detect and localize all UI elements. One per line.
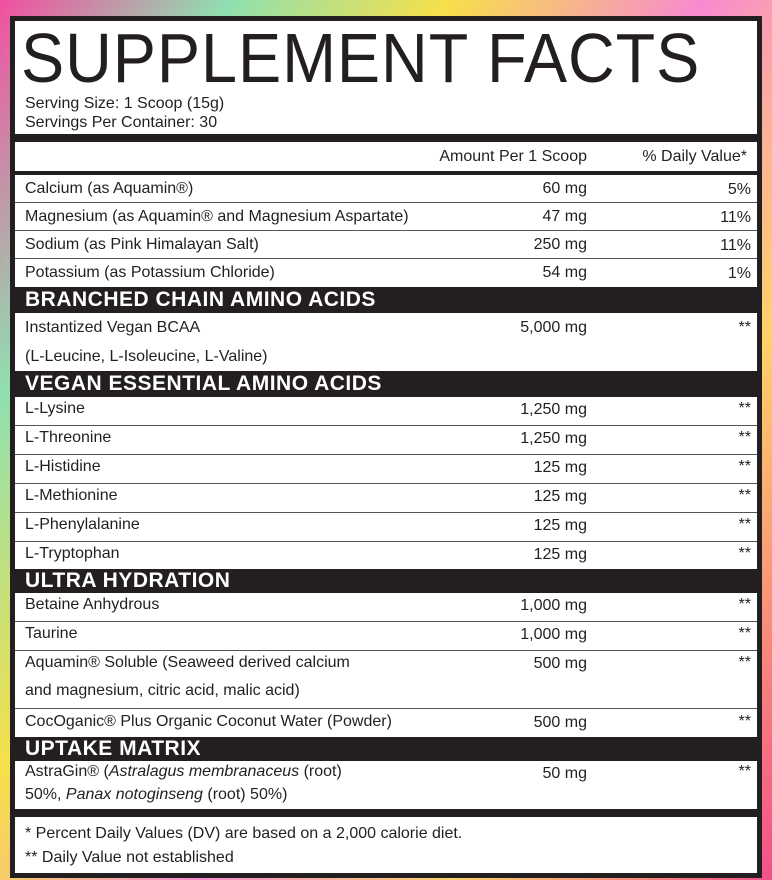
table-row: Calcium (as Aquamin®) 60 mg 5% [15, 175, 757, 203]
nutrient-amount: 1,250 mg [520, 430, 587, 447]
column-header-row: Amount Per 1 Scoop % Daily Value* [15, 142, 757, 175]
nutrient-name: Taurine [25, 625, 78, 642]
nutrient-dv: ** [738, 654, 751, 671]
nutrient-name: L-Tryptophan [25, 545, 120, 562]
nutrient-subname: 50%, Panax notoginseng (root) 50%) [25, 786, 287, 804]
nutrient-amount: 1,250 mg [520, 401, 587, 418]
nutrient-dv: ** [738, 458, 751, 475]
nutrient-name: L-Lysine [25, 400, 85, 417]
nutrient-amount: 5,000 mg [520, 319, 587, 336]
section-heading-uptake: UPTAKE MATRIX [15, 737, 757, 761]
table-row: Aquamin® Soluble (Seaweed derived calciu… [15, 651, 757, 709]
nutrient-name: L-Histidine [25, 458, 101, 475]
nutrient-amount: 125 mg [533, 517, 587, 534]
nutrient-name: L-Threonine [25, 429, 112, 446]
serving-size: Serving Size: 1 Scoop (15g) [25, 95, 225, 112]
nutrient-name: AstraGin® (Astralagus membranaceus (root… [25, 763, 342, 781]
latin-name: Astralagus membranaceus [108, 763, 300, 780]
nutrient-dv: ** [738, 487, 751, 504]
nutrient-dv: ** [738, 713, 751, 730]
section-heading-hydration: ULTRA HYDRATION [15, 569, 757, 593]
name-part: AstraGin® ( [25, 763, 109, 780]
nutrient-amount: 125 mg [533, 459, 587, 476]
nutrient-amount: 500 mg [533, 655, 587, 672]
supplement-facts-panel: SUPPLEMENT FACTS Serving Size: 1 Scoop (… [10, 16, 762, 878]
nutrient-dv: ** [738, 545, 751, 562]
nutrient-subname: (L-Leucine, L-Isoleucine, L-Valine) [25, 348, 268, 365]
table-row: Instantized Vegan BCAA (L-Leucine, L-Iso… [15, 313, 757, 371]
table-row: L-Methionine 125 mg ** [15, 484, 757, 513]
table-row: L-Threonine 1,250 mg ** [15, 426, 757, 455]
nutrient-dv: 1% [727, 265, 751, 282]
dv-header: % Daily Value* [642, 148, 747, 165]
divider [15, 809, 757, 817]
table-row: AstraGin® (Astralagus membranaceus (root… [15, 761, 757, 809]
table-row: CocOganic® Plus Organic Coconut Water (P… [15, 709, 757, 737]
nutrient-name: Calcium (as Aquamin®) [25, 180, 194, 197]
nutrient-dv: ** [738, 319, 751, 336]
nutrient-name: Potassium (as Potassium Chloride) [25, 264, 275, 281]
nutrient-dv: 5% [727, 181, 751, 198]
nutrient-name: Magnesium (as Aquamin® and Magnesium Asp… [25, 208, 409, 225]
footnote-not-established: ** Daily Value not established [25, 849, 234, 866]
nutrient-name: L-Phenylalanine [25, 516, 140, 533]
table-row: L-Histidine 125 mg ** [15, 455, 757, 484]
table-row: Magnesium (as Aquamin® and Magnesium Asp… [15, 203, 757, 231]
nutrient-dv: ** [738, 763, 751, 780]
name-part: (root) [299, 763, 342, 780]
nutrient-amount: 250 mg [533, 236, 587, 253]
amount-header: Amount Per 1 Scoop [439, 148, 587, 165]
nutrient-dv: ** [738, 400, 751, 417]
table-row: Betaine Anhydrous 1,000 mg ** [15, 593, 757, 622]
table-row: L-Lysine 1,250 mg ** [15, 397, 757, 426]
nutrient-dv: ** [738, 596, 751, 613]
nutrient-dv: ** [738, 429, 751, 446]
section-heading-eaa: VEGAN ESSENTIAL AMINO ACIDS [15, 371, 757, 397]
section-heading-bcaa: BRANCHED CHAIN AMINO ACIDS [15, 287, 757, 313]
nutrient-dv: ** [738, 625, 751, 642]
nutrient-amount: 125 mg [533, 546, 587, 563]
latin-name: Panax notoginseng [65, 786, 203, 803]
table-row: Taurine 1,000 mg ** [15, 622, 757, 651]
nutrient-name: Aquamin® Soluble (Seaweed derived calciu… [25, 654, 350, 671]
divider [15, 134, 757, 142]
nutrient-amount: 60 mg [542, 180, 587, 197]
nutrient-dv: 11% [720, 209, 751, 226]
table-row: Potassium (as Potassium Chloride) 54 mg 1% [15, 259, 757, 287]
nutrient-amount: 1,000 mg [520, 626, 587, 643]
name-part: (root) 50%) [202, 786, 288, 803]
nutrient-amount: 500 mg [533, 714, 587, 731]
table-row: L-Tryptophan 125 mg ** [15, 542, 757, 569]
nutrient-amount: 125 mg [533, 488, 587, 505]
nutrient-amount: 50 mg [542, 765, 587, 782]
nutrient-amount: 47 mg [542, 208, 587, 225]
nutrient-name: L-Methionine [25, 487, 118, 504]
nutrient-name: Sodium (as Pink Himalayan Salt) [25, 236, 259, 253]
nutrient-amount: 54 mg [542, 264, 587, 281]
nutrient-name: Instantized Vegan BCAA [25, 319, 201, 336]
nutrient-name: CocOganic® Plus Organic Coconut Water (P… [25, 713, 392, 730]
servings-per-container: Servings Per Container: 30 [25, 114, 218, 131]
table-row: L-Phenylalanine 125 mg ** [15, 513, 757, 542]
nutrient-dv: ** [738, 516, 751, 533]
nutrient-name: Betaine Anhydrous [25, 596, 160, 613]
nutrient-amount: 1,000 mg [520, 597, 587, 614]
name-part: 50%, [25, 786, 66, 803]
title: SUPPLEMENT FACTS [21, 19, 701, 97]
footnote-dv: * Percent Daily Values (DV) are based on… [25, 825, 463, 842]
nutrient-subname: and magnesium, citric acid, malic acid) [25, 682, 300, 699]
table-row: Sodium (as Pink Himalayan Salt) 250 mg 11% [15, 231, 757, 259]
nutrient-dv: 11% [720, 237, 751, 254]
